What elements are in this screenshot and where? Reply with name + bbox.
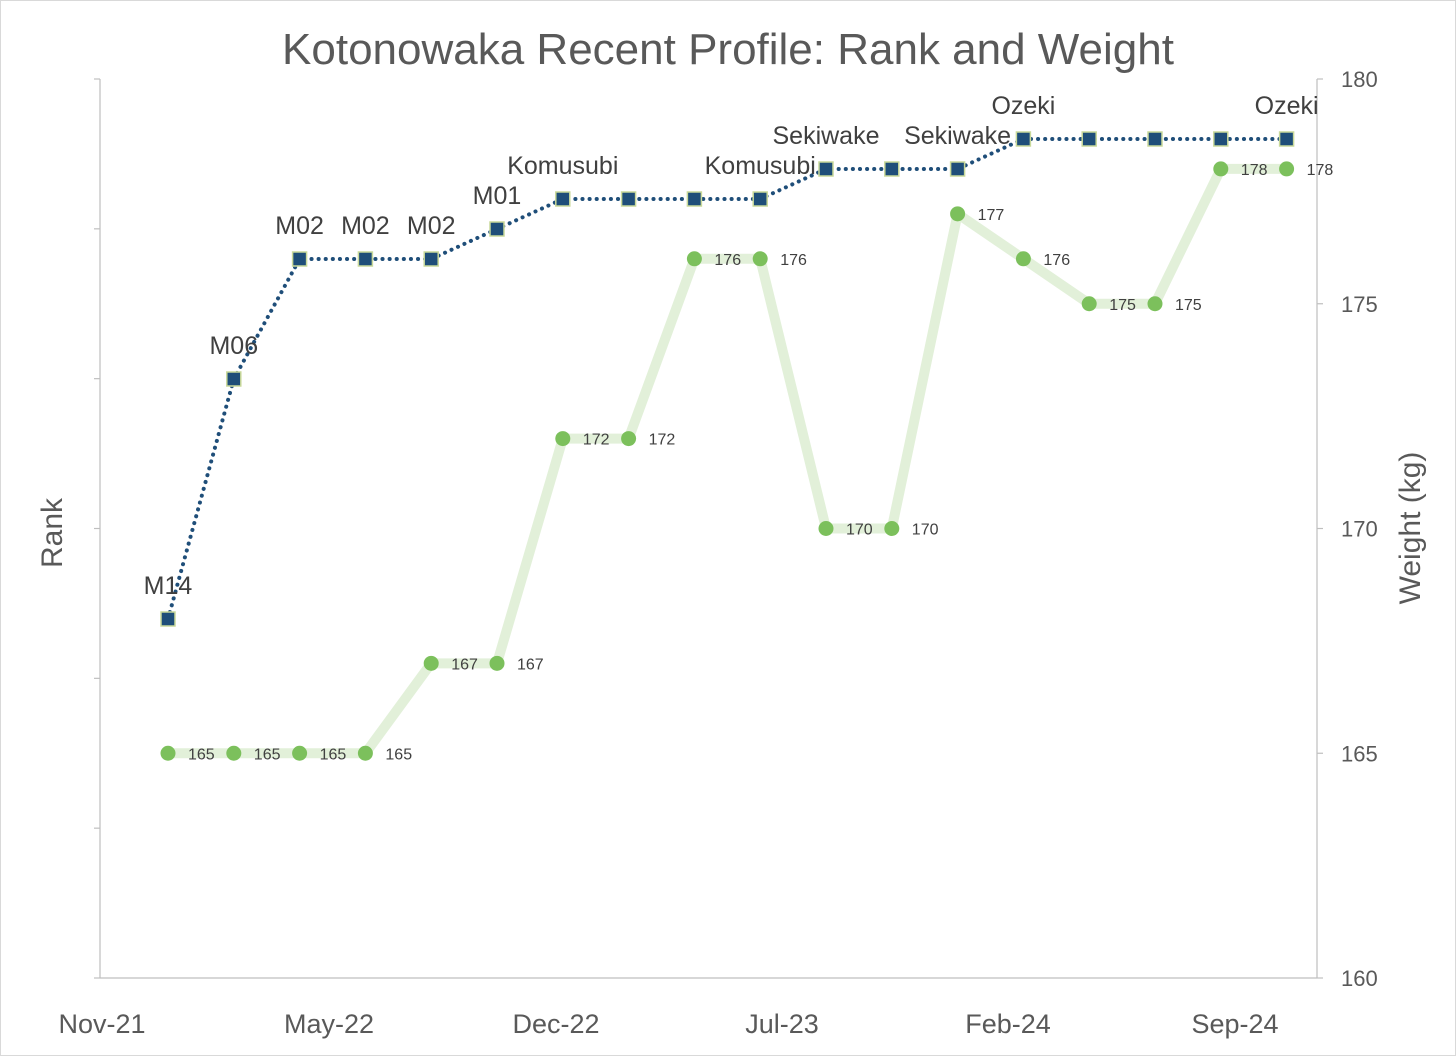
- weight-point: [555, 431, 571, 447]
- weight-data-label: 170: [846, 522, 873, 539]
- rank-point: [1278, 131, 1295, 147]
- weight-point: [1147, 296, 1163, 312]
- rank-data-label: Ozeki: [991, 92, 1055, 120]
- weight-point: [226, 745, 242, 761]
- weight-series: 165 165 165 165 167 167 172 172 176 176 170 170 177 1…: [160, 161, 1334, 763]
- weight-point: [1081, 296, 1097, 312]
- rank-point: [160, 611, 176, 627]
- rank-point: [555, 191, 571, 207]
- rank-point: [357, 251, 374, 267]
- rank-data-label: Komusubi: [507, 152, 618, 180]
- weight-data-label: 165: [320, 746, 347, 763]
- weight-data-label: 175: [1109, 297, 1136, 314]
- weight-line: [163, 163, 1292, 759]
- rank-point: [1147, 131, 1163, 147]
- rank-data-label: M02: [341, 212, 390, 240]
- weight-point: [884, 521, 900, 536]
- y-right-tick-label: 160: [1341, 966, 1378, 991]
- y-right-tick-label: 180: [1341, 67, 1378, 92]
- y-right-tick-label: 175: [1341, 292, 1378, 317]
- weight-data-label: 176: [1043, 252, 1070, 269]
- rank-line: [166, 137, 1289, 621]
- rank-data-label: M02: [407, 212, 456, 240]
- rank-data-label: M06: [209, 332, 258, 360]
- x-tick-label: Feb-24: [965, 1009, 1051, 1039]
- y-right-axis-title: Weight (kg): [1394, 452, 1427, 605]
- rank-point: [686, 191, 703, 207]
- rank-data-label: Komusubi: [705, 152, 816, 180]
- weight-point: [357, 745, 373, 761]
- weight-data-label: 178: [1241, 162, 1268, 179]
- rank-point: [226, 371, 242, 387]
- weight-data-label: 172: [583, 432, 610, 449]
- weight-point: [950, 206, 966, 222]
- weight-point: [423, 655, 439, 671]
- weight-data-label: 175: [1175, 297, 1202, 314]
- weight-data-label: 165: [385, 746, 412, 763]
- weight-point: [1279, 161, 1295, 177]
- rank-data-label: Sekiwake: [773, 122, 880, 150]
- weight-point: [818, 521, 834, 536]
- rank-point: [423, 251, 439, 267]
- rank-point: [1081, 131, 1097, 147]
- rank-point: [1213, 131, 1229, 147]
- weight-data-label: 167: [517, 656, 544, 673]
- x-tick-label: Nov-21: [58, 1009, 145, 1039]
- x-tick-label: Dec-22: [512, 1009, 599, 1039]
- weight-point: [160, 745, 176, 761]
- weight-point: [1015, 251, 1031, 267]
- y-left-axis-title: Rank: [36, 497, 69, 568]
- x-tick-label: Jul-23: [745, 1009, 819, 1039]
- weight-data-label: 178: [1307, 162, 1334, 179]
- rank-point: [489, 221, 505, 237]
- weight-data-label: 177: [978, 207, 1005, 224]
- weight-point: [752, 251, 768, 267]
- y-right-tick-label: 165: [1341, 741, 1378, 766]
- weight-point: [1213, 161, 1229, 177]
- weight-point: [686, 251, 702, 267]
- rank-data-label: M14: [144, 572, 193, 600]
- rank-point: [291, 251, 308, 267]
- weight-point: [292, 745, 308, 761]
- rank-data-label: Ozeki: [1255, 92, 1319, 120]
- rank-point: [949, 161, 966, 177]
- y-right-tick-label: 170: [1341, 517, 1378, 542]
- rank-point: [884, 161, 900, 177]
- rank-data-label: Sekiwake: [904, 122, 1011, 150]
- rank-data-label: M02: [275, 212, 324, 240]
- chart-title: Kotonowaka Recent Profile: Rank and Weig…: [282, 25, 1174, 74]
- rank-point: [818, 161, 834, 177]
- axes: 160 165 170 175 180 Nov-21 May-22 Dec-22 Jul-23 F…: [58, 67, 1377, 1039]
- rank-data-label: M01: [473, 182, 522, 210]
- weight-data-label: 176: [714, 252, 741, 269]
- weight-point: [489, 655, 505, 671]
- weight-data-label: 170: [912, 522, 939, 539]
- weight-data-label: 165: [188, 746, 215, 763]
- x-tick-label: May-22: [284, 1009, 374, 1039]
- rank-point: [620, 191, 637, 207]
- weight-data-label: 167: [451, 656, 478, 673]
- x-tick-label: Sep-24: [1191, 1009, 1278, 1039]
- weight-point: [621, 431, 637, 447]
- rank-point: [752, 191, 768, 207]
- weight-data-label: 172: [649, 432, 676, 449]
- weight-data-label: 165: [254, 746, 281, 763]
- rank-point: [1015, 131, 1032, 147]
- weight-data-label: 176: [780, 252, 807, 269]
